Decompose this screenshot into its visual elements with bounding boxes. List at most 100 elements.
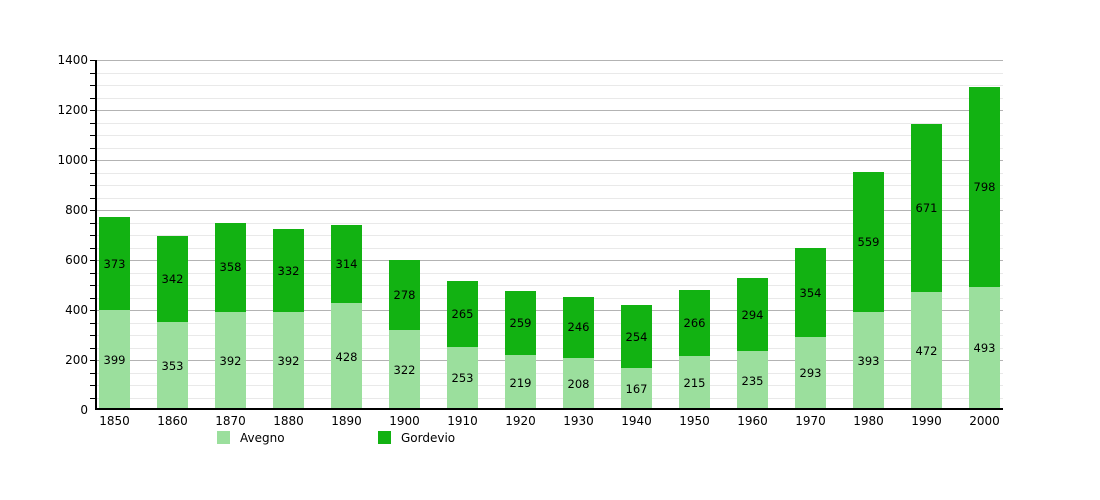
gridline-minor bbox=[97, 72, 1003, 74]
y-axis-tick bbox=[90, 335, 95, 336]
bar-segment-gordevio-1930: 246 bbox=[563, 296, 594, 358]
bar-1920: 219 259 bbox=[505, 60, 536, 410]
y-axis-tick bbox=[90, 310, 95, 311]
gridline-minor bbox=[97, 285, 1003, 286]
bar-1850: 399 373 bbox=[99, 60, 130, 410]
bar-value-label: 293 bbox=[799, 366, 822, 381]
y-axis-tick bbox=[90, 210, 95, 211]
y-axis-label: 800 bbox=[65, 203, 88, 217]
x-axis-label: 1980 bbox=[853, 414, 884, 428]
gridline-major bbox=[97, 60, 1003, 61]
bar-value-label: 373 bbox=[103, 256, 126, 271]
gridline-minor bbox=[97, 197, 1003, 199]
bar-segment-gordevio-1970: 354 bbox=[795, 248, 826, 337]
y-axis-label: 0 bbox=[80, 403, 88, 417]
y-axis-tick bbox=[90, 135, 95, 136]
bar-value-label: 353 bbox=[161, 358, 184, 373]
gridline-minor bbox=[97, 172, 1003, 174]
y-axis-tick bbox=[90, 260, 95, 261]
y-axis-tick bbox=[90, 372, 95, 374]
gridline-major bbox=[97, 160, 1003, 161]
x-axis-label: 1870 bbox=[215, 414, 246, 428]
bar-value-label: 266 bbox=[683, 316, 706, 330]
bar-value-label: 392 bbox=[219, 354, 242, 368]
bar-1990: 472 671 bbox=[911, 60, 942, 410]
bar-value-label: 219 bbox=[509, 375, 532, 390]
x-axis-label: 1890 bbox=[331, 414, 362, 428]
gridline-major bbox=[97, 360, 1003, 361]
bar-segment-avegno-1860: 353 bbox=[157, 321, 188, 410]
bar-segment-gordevio-1850: 373 bbox=[99, 217, 130, 311]
gridline-minor bbox=[97, 122, 1003, 124]
y-axis-tick bbox=[90, 247, 95, 249]
bar-value-label: 246 bbox=[567, 320, 590, 335]
y-axis-tick bbox=[90, 272, 95, 274]
y-axis-line bbox=[95, 60, 97, 410]
bar-value-label: 253 bbox=[451, 371, 474, 386]
bar-segment-avegno-2000: 493 bbox=[969, 286, 1000, 410]
x-axis-line bbox=[95, 408, 1003, 410]
bar-value-label: 798 bbox=[973, 180, 996, 194]
y-axis-tick bbox=[90, 197, 95, 199]
plot-area: 399 373 353 342 392 358 392 332 428 314 322 278 253 2… bbox=[90, 60, 1003, 410]
gridline-minor bbox=[97, 385, 1003, 386]
x-axis-label: 1930 bbox=[563, 414, 594, 428]
bar-value-label: 392 bbox=[277, 354, 300, 368]
bar-value-label: 314 bbox=[335, 256, 358, 271]
y-axis-label: 400 bbox=[65, 303, 88, 317]
y-axis-label: 1200 bbox=[57, 103, 88, 117]
bar-value-label: 472 bbox=[915, 344, 938, 358]
bar-segment-gordevio-1910: 265 bbox=[447, 280, 478, 347]
y-axis-tick bbox=[90, 110, 95, 111]
y-axis-tick bbox=[90, 385, 95, 386]
bar-value-label: 332 bbox=[277, 263, 300, 278]
bar-value-label: 208 bbox=[567, 377, 590, 391]
bar-1930: 208 246 bbox=[563, 60, 594, 410]
y-axis-tick bbox=[90, 160, 95, 161]
bar-value-label: 671 bbox=[915, 201, 938, 216]
x-axis-label: 2000 bbox=[969, 414, 1000, 428]
gridline-minor bbox=[97, 335, 1003, 336]
bar-segment-gordevio-1880: 332 bbox=[273, 229, 304, 312]
bar-value-label: 265 bbox=[451, 306, 474, 321]
bar-value-label: 278 bbox=[393, 287, 416, 302]
gridline-minor bbox=[97, 185, 1003, 186]
legend-swatch-avegno bbox=[217, 431, 230, 444]
bar-segment-avegno-1890: 428 bbox=[331, 303, 362, 410]
gridline-major bbox=[97, 310, 1003, 311]
gridline-minor bbox=[97, 135, 1003, 136]
bar-1860: 353 342 bbox=[157, 60, 188, 410]
bar-1980: 393 559 bbox=[853, 60, 884, 410]
bar-1910: 253 265 bbox=[447, 60, 478, 410]
y-axis-tick bbox=[90, 397, 95, 399]
y-axis-label: 200 bbox=[65, 353, 88, 367]
y-axis-tick bbox=[90, 122, 95, 124]
bar-value-label: 254 bbox=[625, 329, 648, 344]
gridline-minor bbox=[97, 97, 1003, 99]
bar-segment-gordevio-1920: 259 bbox=[505, 290, 536, 356]
y-axis-tick bbox=[90, 172, 95, 174]
y-axis-tick bbox=[90, 185, 95, 186]
bar-segment-gordevio-1870: 358 bbox=[215, 222, 246, 312]
legend-swatch-gordevio bbox=[378, 431, 391, 444]
gridline-minor bbox=[97, 235, 1003, 236]
bar-1890: 428 314 bbox=[331, 60, 362, 410]
bar-segment-gordevio-1950: 266 bbox=[679, 289, 710, 357]
bar-segment-avegno-1900: 322 bbox=[389, 329, 420, 410]
bar-value-label: 235 bbox=[741, 373, 764, 388]
x-axis-label: 1960 bbox=[737, 414, 768, 428]
bar-segment-avegno-1930: 208 bbox=[563, 358, 594, 410]
bar-segment-gordevio-1860: 342 bbox=[157, 236, 188, 322]
gridline-minor bbox=[97, 322, 1003, 324]
bar-segment-gordevio-1960: 294 bbox=[737, 277, 768, 352]
bar-value-label: 342 bbox=[161, 272, 184, 286]
bar-value-label: 358 bbox=[219, 260, 242, 275]
x-axis-label: 1900 bbox=[389, 414, 420, 428]
y-axis-label: 1400 bbox=[57, 53, 88, 67]
bar-value-label: 322 bbox=[393, 362, 416, 377]
y-axis-tick bbox=[90, 222, 95, 224]
bar-segment-gordevio-1940: 254 bbox=[621, 304, 652, 369]
bar-segment-avegno-1980: 393 bbox=[853, 311, 884, 410]
gridline-minor bbox=[97, 372, 1003, 374]
bar-segment-avegno-1960: 235 bbox=[737, 351, 768, 410]
